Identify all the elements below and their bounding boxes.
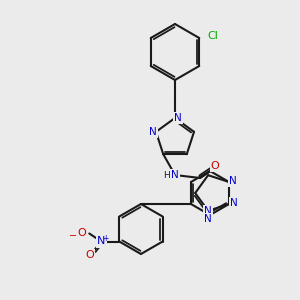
Text: O: O: [211, 161, 219, 171]
Text: N: N: [204, 214, 212, 224]
Text: H: H: [164, 170, 170, 179]
Text: N: N: [204, 206, 212, 216]
Text: N: N: [174, 113, 182, 123]
Text: N: N: [171, 170, 179, 180]
Text: +: +: [102, 234, 109, 243]
Text: N: N: [97, 236, 106, 247]
Text: O: O: [77, 229, 86, 238]
Text: N: N: [229, 176, 237, 186]
Text: O: O: [85, 250, 94, 260]
Text: N: N: [230, 198, 238, 208]
Text: −: −: [69, 230, 77, 241]
Text: Cl: Cl: [208, 31, 219, 41]
Text: N: N: [149, 127, 157, 137]
